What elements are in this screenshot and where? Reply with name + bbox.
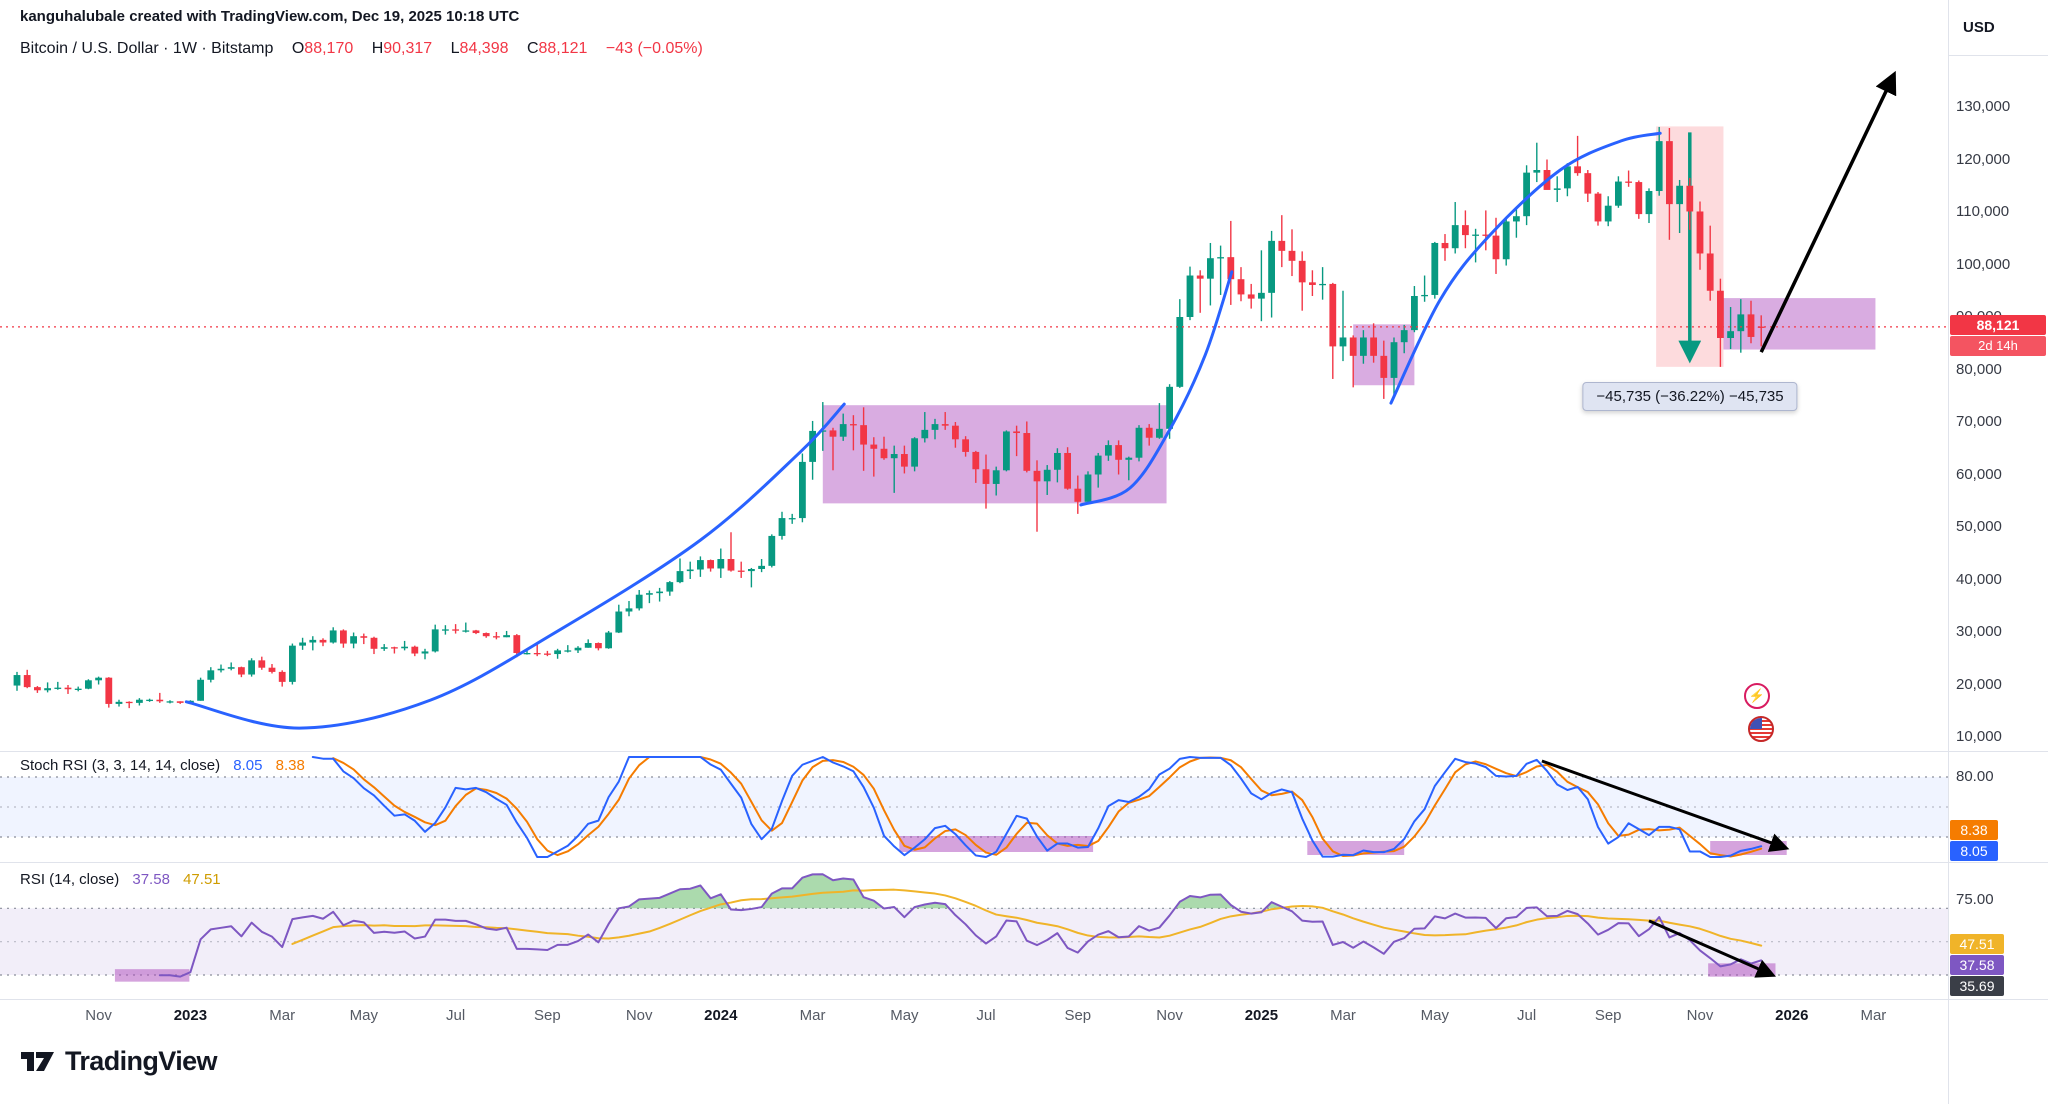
candlestick-series <box>13 126 1765 709</box>
rsi-pane-title[interactable]: RSI (14, close) 37.58 47.51 <box>20 871 230 888</box>
us-flag-icon[interactable] <box>1748 716 1774 742</box>
stoch-rsi-pane-title[interactable]: Stoch RSI (3, 3, 14, 14, close) 8.05 8.3… <box>20 757 314 774</box>
high-value: 90,317 <box>383 40 433 57</box>
rsi-ma-value: 47.51 <box>183 871 221 888</box>
low-label: L <box>450 40 460 57</box>
open-value: 88,170 <box>304 40 354 57</box>
pane-separator[interactable] <box>0 862 2048 863</box>
high-label: H <box>371 40 384 57</box>
flag-canton <box>1750 718 1762 729</box>
symbol-info-row[interactable]: Bitcoin / U.S. Dollar · 1W · Bitstamp O8… <box>20 40 703 58</box>
stoch-k-line <box>311 756 1763 858</box>
rsi-highlight-zone[interactable] <box>114 969 190 982</box>
stoch-rsi-title: Stoch RSI (3, 3, 14, 14, close) <box>20 757 221 774</box>
close-label: C <box>526 40 539 57</box>
trend-curve[interactable] <box>1389 131 1662 405</box>
rsi-ma-line <box>291 888 1763 947</box>
trend-arrow[interactable] <box>1648 919 1776 978</box>
trend-curve[interactable] <box>184 402 846 730</box>
tradingview-logo-mark <box>21 1051 54 1071</box>
rsi-value: 37.58 <box>132 871 170 888</box>
pane-separator[interactable] <box>0 751 2048 752</box>
currency-swap-icon[interactable]: ⚡ <box>1744 683 1770 709</box>
time-axis-separator[interactable] <box>0 999 2048 1000</box>
tradingview-logo[interactable]: TradingView <box>20 1046 218 1077</box>
stoch-highlight-zone[interactable] <box>1710 841 1787 855</box>
stoch-k-value: 8.05 <box>233 757 263 774</box>
price-axis-currency[interactable]: USD <box>1949 0 2048 56</box>
rsi-title: RSI (14, close) <box>20 871 120 888</box>
tradingview-logo-text: TradingView <box>65 1046 218 1076</box>
rsi-line <box>158 873 1763 978</box>
open-label: O <box>291 40 305 57</box>
stoch-d-line <box>332 756 1763 858</box>
change-value: −43 (−0.05%) <box>605 40 703 57</box>
measurement-label: −45,735 (−36.22%) −45,735 <box>1582 382 1798 411</box>
price-axis-separator[interactable] <box>1948 0 1949 1104</box>
trend-arrow[interactable] <box>1541 759 1790 852</box>
trend-curve[interactable] <box>1079 270 1234 507</box>
highlight-zone[interactable] <box>1723 298 1876 350</box>
currency-label: USD <box>1963 19 1995 36</box>
symbol-title: Bitcoin / U.S. Dollar · 1W · Bitstamp <box>20 40 274 57</box>
trend-arrow[interactable] <box>1759 70 1897 353</box>
stoch-d-value: 8.38 <box>275 757 305 774</box>
close-value: 88,121 <box>538 40 588 57</box>
attribution-text: kanguhalubale created with TradingView.c… <box>20 8 520 25</box>
low-value: 84,398 <box>459 40 509 57</box>
